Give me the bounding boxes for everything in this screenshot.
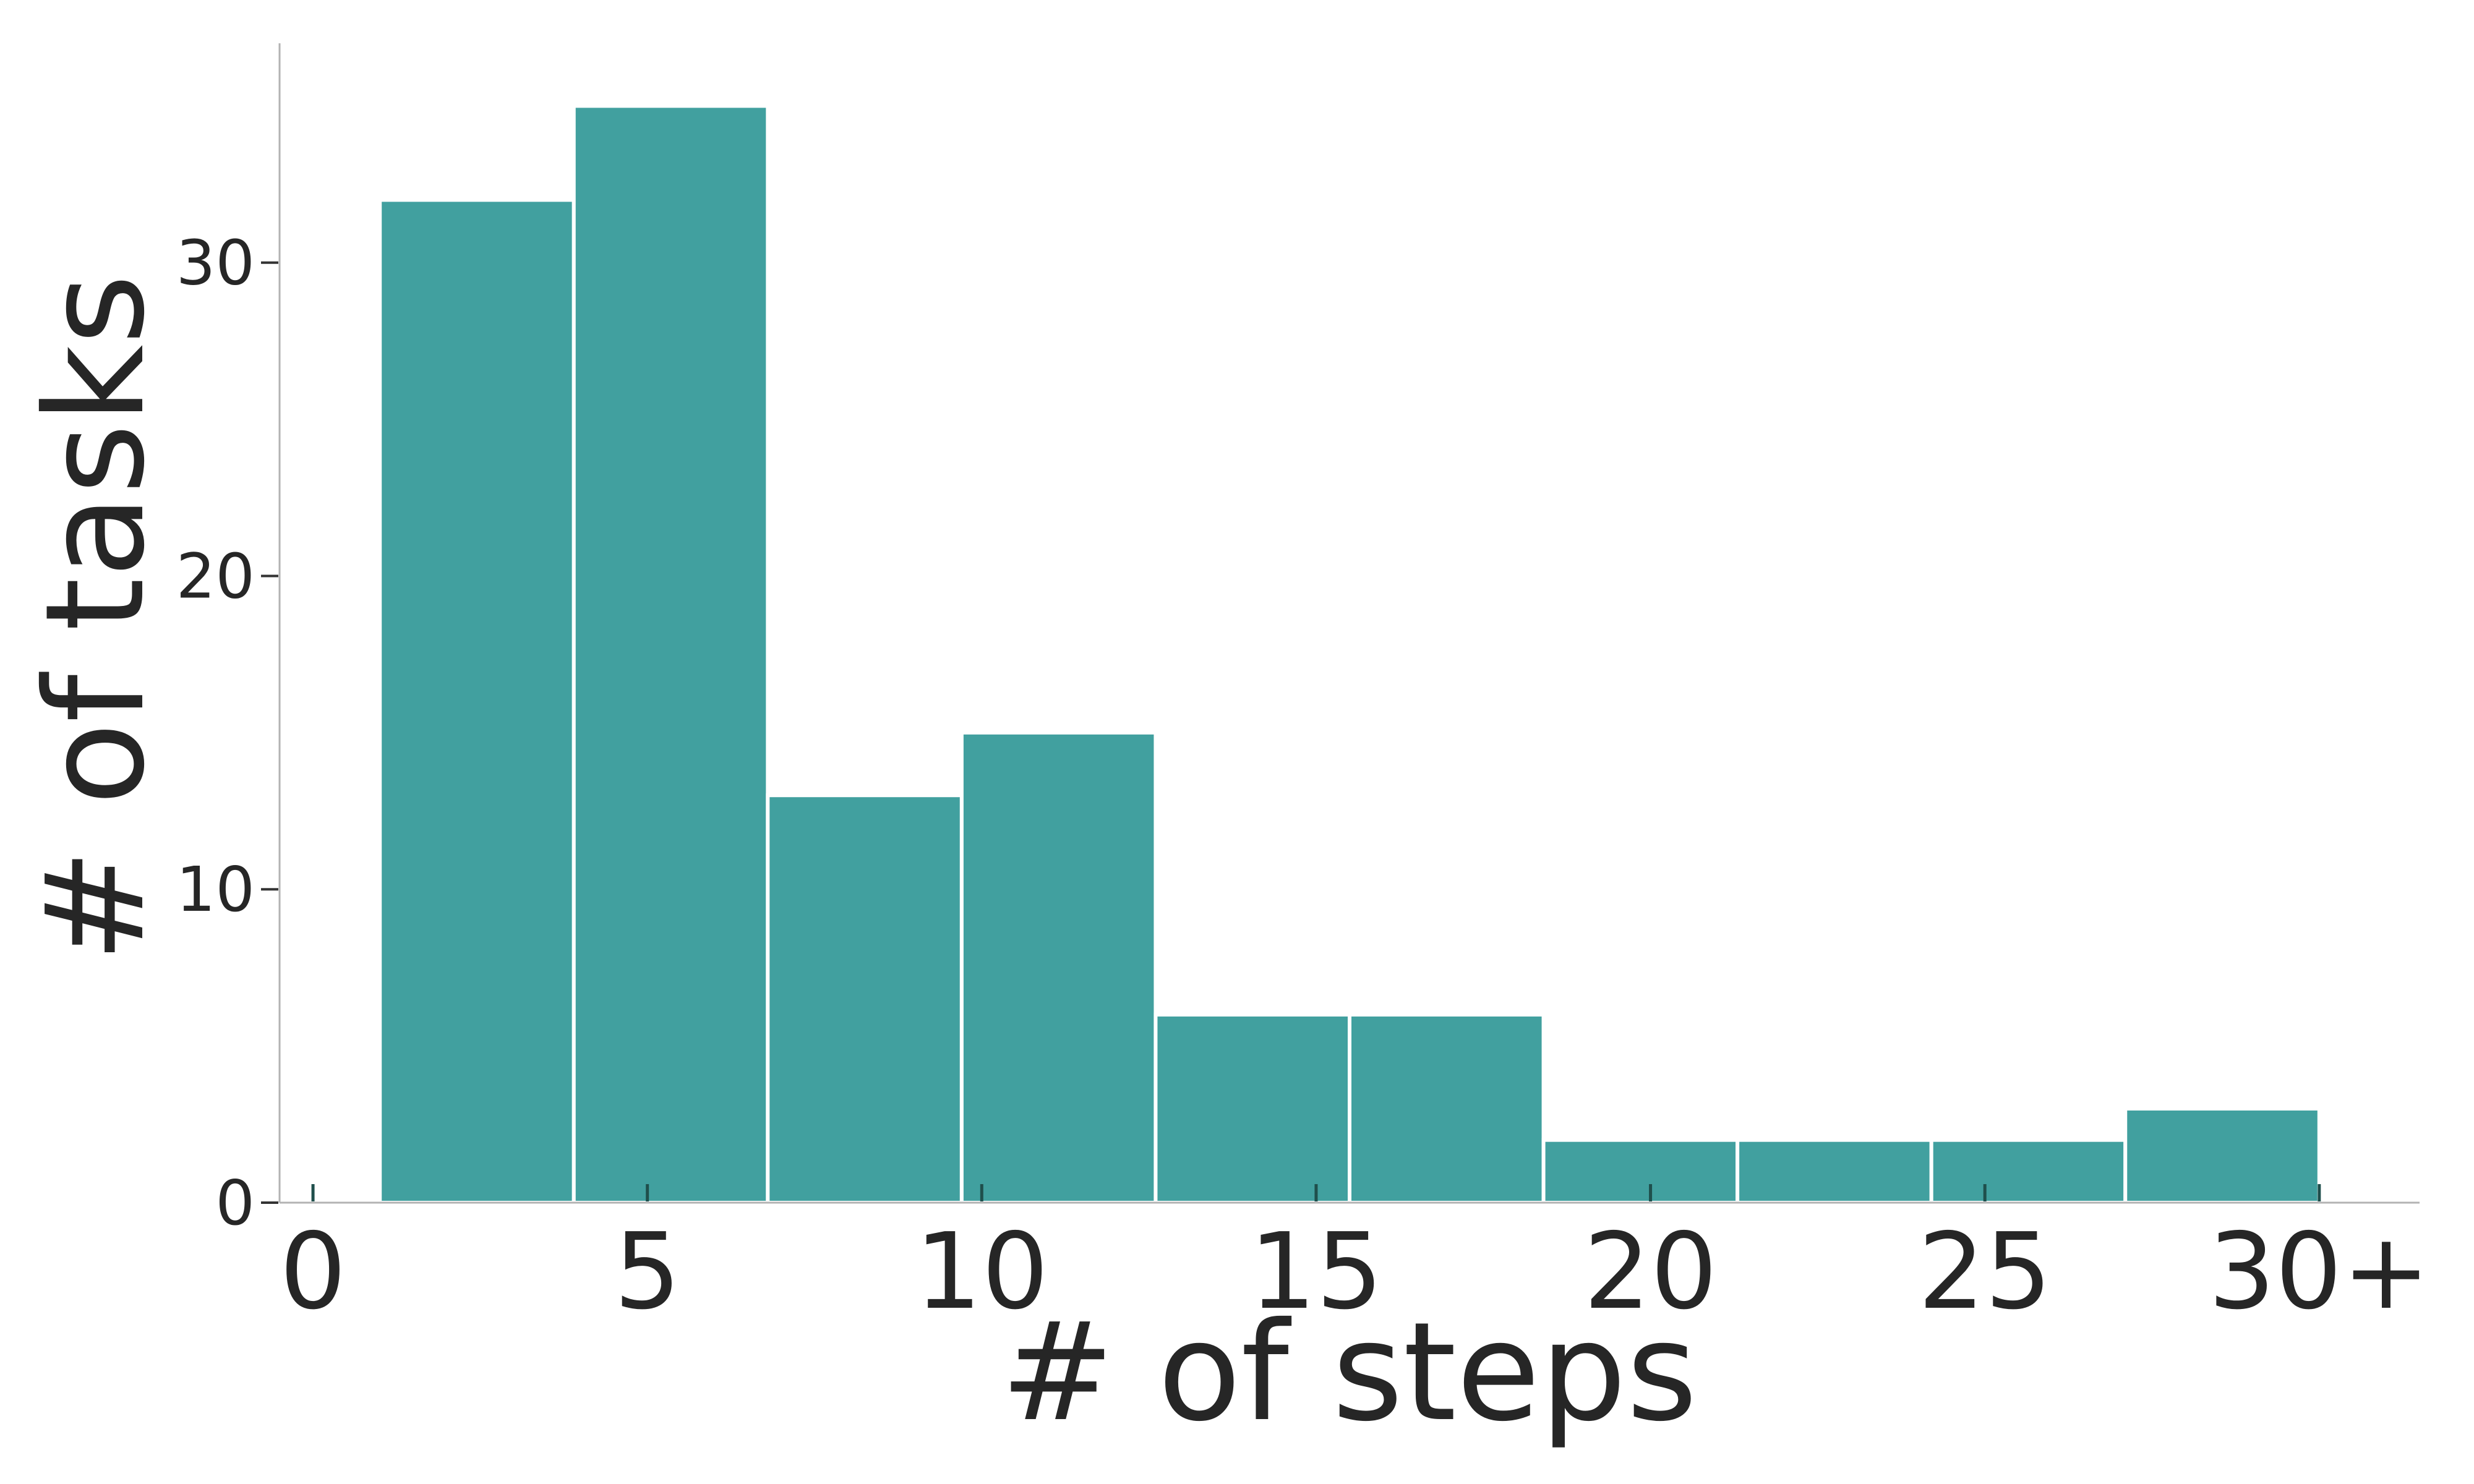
x-axis-title: # of steps <box>1001 1293 1698 1451</box>
histogram-bar-5 <box>1154 1012 1351 1205</box>
histogram-bar-10 <box>2123 1106 2321 1205</box>
x-tick-label-20: 20 <box>1583 1211 1717 1333</box>
bars-group <box>378 104 2321 1205</box>
histogram-bar-1 <box>378 198 576 1205</box>
y-ticks-group: 0 10 20 30 <box>176 227 278 1239</box>
histogram-bar-6 <box>1348 1012 1546 1205</box>
histogram-bar-8 <box>1736 1138 1933 1205</box>
y-tick-label-30: 30 <box>176 227 255 299</box>
y-tick-label-20: 20 <box>176 540 255 612</box>
histogram-bar-2 <box>571 104 770 1205</box>
x-tick-label-0: 0 <box>280 1211 346 1333</box>
x-ticks-group: 0 5 10 15 20 25 30+ <box>280 1184 2430 1333</box>
x-tick-label-10: 10 <box>915 1211 1048 1333</box>
histogram-bar-9 <box>1929 1138 2128 1205</box>
x-tick-label-15: 15 <box>1249 1211 1383 1333</box>
histogram-bar-4 <box>959 730 1158 1205</box>
histogram-bar-7 <box>1541 1138 1740 1205</box>
y-tick-label-0: 0 <box>215 1167 255 1239</box>
x-tick-label-25: 25 <box>1918 1211 2052 1333</box>
x-tick-label-5: 5 <box>614 1211 681 1333</box>
x-tick-label-30+: 30+ <box>2208 1211 2430 1333</box>
y-tick-label-10: 10 <box>176 853 255 926</box>
y-axis-title: # of tasks <box>16 274 174 963</box>
histogram-bar-3 <box>766 793 964 1205</box>
